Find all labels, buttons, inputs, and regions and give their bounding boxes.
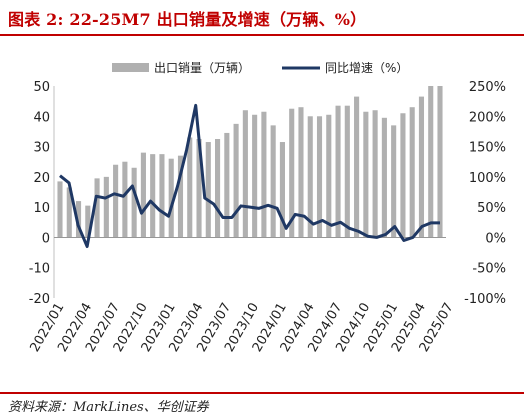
bar-33 bbox=[363, 111, 369, 238]
bar-19 bbox=[233, 123, 239, 238]
bar-15 bbox=[196, 139, 202, 238]
bar-24 bbox=[279, 142, 285, 238]
bar-14 bbox=[187, 137, 193, 238]
bar-series bbox=[57, 86, 443, 238]
bar-9 bbox=[140, 152, 146, 238]
source-note: 资料来源：MarkLines、华创证券 bbox=[8, 400, 209, 415]
bar-37 bbox=[400, 113, 406, 238]
bar-2 bbox=[75, 201, 82, 238]
legend-label-bar: 出口销量（万辆） bbox=[154, 61, 250, 75]
left-tick-label: 10 bbox=[33, 201, 50, 216]
right-tick-label: 50% bbox=[477, 201, 506, 216]
legend: 出口销量（万辆） 同比增速（%） bbox=[112, 61, 408, 75]
bar-26 bbox=[298, 107, 304, 238]
right-tick-label: 250% bbox=[469, 80, 506, 95]
bar-25 bbox=[289, 108, 295, 238]
title-rule bbox=[0, 34, 524, 36]
bar-30 bbox=[335, 105, 341, 238]
bar-20 bbox=[242, 110, 248, 238]
bar-16 bbox=[205, 142, 211, 238]
bar-38 bbox=[409, 107, 415, 238]
bar-0 bbox=[57, 181, 63, 238]
right-tick-label: 150% bbox=[469, 141, 506, 156]
bar-27 bbox=[307, 116, 313, 238]
left-tick-label: 50 bbox=[33, 80, 50, 95]
bar-11 bbox=[159, 154, 165, 238]
bar-3 bbox=[85, 205, 91, 238]
export-volume-chart: 出口销量（万辆） 同比增速（%） -20 -10 0 10 20 30 40 50 -100%… bbox=[27, 61, 506, 355]
bar-40 bbox=[428, 86, 434, 238]
bar-22 bbox=[261, 111, 267, 238]
bar-6 bbox=[113, 164, 119, 238]
bar-7 bbox=[122, 161, 128, 238]
bar-28 bbox=[316, 116, 323, 238]
bar-10 bbox=[150, 154, 156, 238]
bar-5 bbox=[103, 176, 109, 238]
bar-31 bbox=[344, 105, 350, 238]
bar-39 bbox=[418, 96, 425, 238]
bar-23 bbox=[270, 125, 276, 238]
bar-17 bbox=[215, 139, 221, 238]
bar-29 bbox=[326, 114, 332, 238]
right-tick-label: 0% bbox=[485, 231, 506, 246]
bar-35 bbox=[381, 117, 387, 238]
right-tick-label: -50% bbox=[472, 262, 506, 277]
bar-13 bbox=[177, 155, 184, 238]
right-axis-ticks: -100% -50% 0% 50% 100% 150% 200% 250% bbox=[464, 80, 506, 307]
growth-points bbox=[59, 105, 441, 247]
bar-12 bbox=[168, 158, 174, 238]
bar-1 bbox=[66, 187, 72, 238]
left-axis-ticks: -20 -10 0 10 20 30 40 50 bbox=[29, 80, 50, 307]
source-rule bbox=[0, 392, 524, 394]
bar-18 bbox=[224, 132, 230, 238]
bar-4 bbox=[94, 178, 100, 238]
left-tick-label: -20 bbox=[29, 292, 50, 307]
left-tick-label: -10 bbox=[29, 262, 50, 277]
bar-21 bbox=[252, 114, 258, 238]
bar-34 bbox=[372, 110, 378, 238]
bar-8 bbox=[131, 167, 137, 238]
x-axis-ticks: 2022/012022/042022/072022/102023/012023/… bbox=[27, 301, 456, 355]
legend-swatch-bar bbox=[112, 63, 149, 72]
left-tick-label: 20 bbox=[33, 171, 50, 186]
right-tick-label: -100% bbox=[464, 292, 506, 307]
bar-32 bbox=[354, 96, 360, 238]
left-tick-label: 0 bbox=[42, 231, 50, 246]
right-tick-label: 200% bbox=[469, 110, 506, 125]
chart-title: 图表 2: 22-25M7 出口销量及增速（万辆、%） bbox=[8, 10, 367, 29]
legend-label-line: 同比增速（%） bbox=[325, 61, 408, 75]
bar-36 bbox=[391, 125, 397, 238]
left-tick-label: 40 bbox=[33, 110, 50, 125]
left-tick-label: 30 bbox=[33, 141, 50, 156]
right-tick-label: 100% bbox=[469, 171, 506, 186]
bar-41 bbox=[437, 86, 443, 238]
